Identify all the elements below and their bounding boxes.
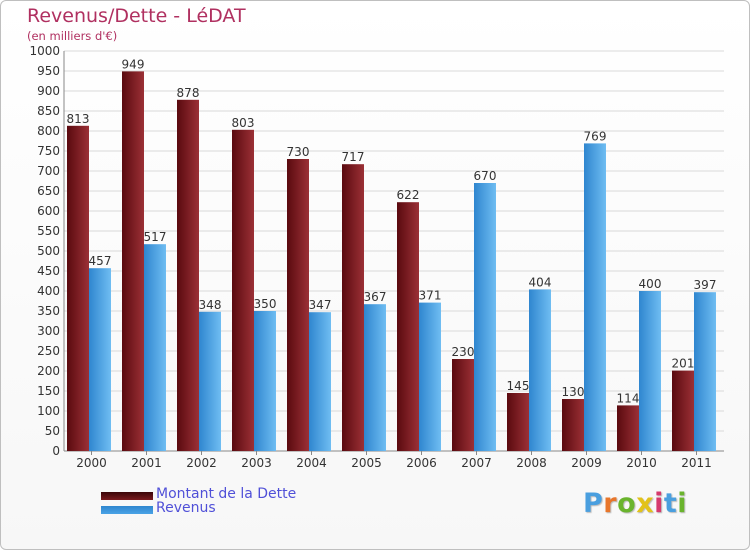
y-tick-label: 150 bbox=[37, 384, 60, 398]
y-tick-label: 800 bbox=[37, 124, 60, 138]
y-tick-label: 350 bbox=[37, 304, 60, 318]
legend-label-revenue: Revenus bbox=[156, 500, 216, 516]
revenue-bar-2010 bbox=[639, 291, 661, 451]
revenue-value-label-2000: 457 bbox=[89, 254, 112, 268]
x-tick-label-2011: 2011 bbox=[681, 456, 712, 470]
y-tick-label: 400 bbox=[37, 284, 60, 298]
logo-letter: i bbox=[654, 488, 664, 519]
y-tick-label: 250 bbox=[37, 344, 60, 358]
revenue-value-label-2005: 367 bbox=[364, 290, 387, 304]
debt-value-label-2005: 717 bbox=[342, 150, 365, 164]
x-tick-label-2008: 2008 bbox=[516, 456, 547, 470]
revenue-bar-2002 bbox=[199, 311, 221, 451]
y-tick-label: 50 bbox=[45, 424, 60, 438]
y-tick-label: 850 bbox=[37, 104, 60, 118]
revenue-value-label-2011: 397 bbox=[694, 278, 717, 292]
legend-swatch-revenue bbox=[101, 506, 153, 514]
revenue-value-label-2007: 670 bbox=[474, 169, 497, 183]
debt-bar-2003 bbox=[232, 129, 254, 452]
y-tick-label: 950 bbox=[37, 64, 60, 78]
chart-title: Revenus/Dette - LéDAT bbox=[27, 5, 246, 27]
revenue-bar-2006 bbox=[419, 302, 441, 451]
revenue-value-label-2006: 371 bbox=[419, 289, 442, 303]
debt-value-label-2001: 949 bbox=[122, 57, 145, 71]
x-tick-label-2000: 2000 bbox=[76, 456, 107, 470]
revenue-bar-2009 bbox=[584, 143, 606, 451]
debt-value-label-2007: 230 bbox=[452, 345, 475, 359]
revenue-bar-2005 bbox=[364, 304, 386, 451]
debt-value-label-2010: 114 bbox=[617, 391, 640, 405]
y-tick-label: 200 bbox=[37, 364, 60, 378]
bar-chart: 0 50 100 150 200 250 300 350 400 450 500 550 600 650 7… bbox=[29, 44, 724, 470]
revenue-value-label-2001: 517 bbox=[144, 230, 167, 244]
y-tick-label: 750 bbox=[37, 144, 60, 158]
debt-value-label-2008: 145 bbox=[507, 379, 530, 393]
logo-letter: r bbox=[603, 488, 618, 519]
x-tick-label-2007: 2007 bbox=[461, 456, 492, 470]
debt-bar-2011 bbox=[672, 370, 694, 451]
revenue-value-label-2009: 769 bbox=[584, 129, 607, 143]
x-tick-label-2001: 2001 bbox=[131, 456, 162, 470]
revenue-bar-2007 bbox=[474, 183, 496, 451]
revenue-bar-2011 bbox=[694, 292, 716, 451]
x-tick-label-2009: 2009 bbox=[571, 456, 602, 470]
debt-value-label-2000: 813 bbox=[67, 112, 90, 126]
debt-bar-2007 bbox=[452, 359, 474, 451]
debt-value-label-2004: 730 bbox=[287, 145, 310, 159]
debt-value-label-2006: 622 bbox=[397, 188, 420, 202]
y-tick-label: 500 bbox=[37, 244, 60, 258]
y-tick-label: 700 bbox=[37, 164, 60, 178]
y-tick-label: 900 bbox=[37, 84, 60, 98]
x-tick-label-2006: 2006 bbox=[406, 456, 437, 470]
logo-letter: o bbox=[617, 488, 637, 519]
legend-swatch-debt bbox=[101, 492, 153, 500]
logo-letter: x bbox=[636, 488, 655, 519]
revenue-bar-2004 bbox=[309, 312, 331, 451]
revenue-bar-2008 bbox=[529, 289, 551, 451]
revenue-value-label-2002: 348 bbox=[199, 298, 222, 312]
y-tick-label: 600 bbox=[37, 204, 60, 218]
debt-value-label-2003: 803 bbox=[232, 116, 255, 130]
logo-letter: P bbox=[583, 488, 604, 519]
debt-bar-2009 bbox=[562, 399, 584, 451]
debt-value-label-2009: 130 bbox=[562, 385, 585, 399]
debt-bar-2006 bbox=[397, 202, 419, 451]
chart-subtitle: (en milliers d'€) bbox=[27, 29, 118, 43]
revenue-value-label-2004: 347 bbox=[309, 298, 332, 312]
revenue-value-label-2010: 400 bbox=[639, 277, 662, 291]
debt-bar-2008 bbox=[507, 393, 529, 451]
y-tick-label: 1000 bbox=[29, 44, 60, 58]
revenue-bar-2000 bbox=[89, 268, 111, 451]
logo-letter: i bbox=[677, 488, 688, 519]
revenue-bar-2001 bbox=[144, 244, 166, 451]
y-tick-label: 650 bbox=[37, 184, 60, 198]
debt-bar-2000 bbox=[67, 125, 89, 452]
revenue-value-label-2003: 350 bbox=[254, 297, 277, 311]
debt-bar-2001 bbox=[122, 71, 144, 452]
debt-bar-2010 bbox=[617, 405, 639, 451]
y-tick-label: 450 bbox=[37, 264, 60, 278]
x-tick-label-2005: 2005 bbox=[351, 456, 382, 470]
revenue-value-label-2008: 404 bbox=[529, 275, 552, 289]
x-tick-label-2002: 2002 bbox=[186, 456, 217, 470]
debt-bar-2002 bbox=[177, 99, 199, 452]
y-tick-label: 300 bbox=[37, 324, 60, 338]
y-tick-label: 100 bbox=[37, 404, 60, 418]
proxiti-logo: Proxiti bbox=[583, 488, 687, 519]
debt-bar-2004 bbox=[287, 159, 309, 451]
y-tick-label: 0 bbox=[52, 444, 60, 458]
x-tick-label-2010: 2010 bbox=[626, 456, 657, 470]
debt-value-label-2011: 201 bbox=[672, 357, 695, 371]
revenue-bar-2003 bbox=[254, 311, 276, 451]
legend-label-debt: Montant de la Dette bbox=[156, 486, 297, 502]
debt-bar-2005 bbox=[342, 164, 364, 451]
logo-letter: t bbox=[663, 488, 678, 519]
x-tick-label-2003: 2003 bbox=[241, 456, 272, 470]
y-tick-label: 550 bbox=[37, 224, 60, 238]
debt-value-label-2002: 878 bbox=[177, 86, 200, 100]
x-tick-label-2004: 2004 bbox=[296, 456, 327, 470]
